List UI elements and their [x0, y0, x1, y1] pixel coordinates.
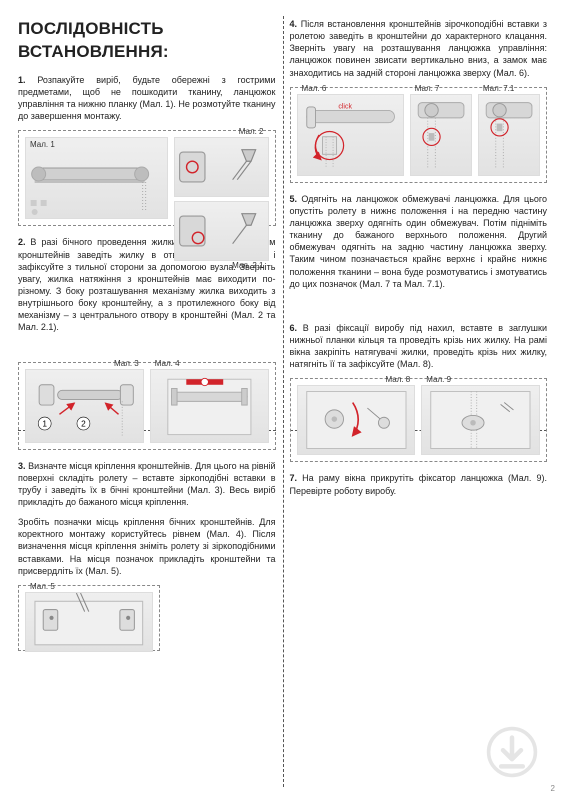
step-5: 5. Одягніть на ланцюжок обмежувачі ланцю… [290, 193, 548, 290]
figure-7-1-label: Мал. 7.1 [483, 84, 514, 95]
figure-2-label: Мал. 2 [239, 127, 264, 138]
step-4-text: Після встановлення кронштейнів зірочкопо… [290, 19, 548, 78]
figure-group-5: Мал. 8 Мал. 9 [290, 378, 548, 462]
vertical-divider [283, 16, 284, 787]
step-3: 3. Визначте місця кріплення кронштейнів.… [18, 460, 276, 509]
click-label: click [338, 103, 352, 110]
page-title: ПОСЛІДОВНІСТЬ ВСТАНОВЛЕННЯ: [18, 18, 276, 64]
figure-4: Мал. 4 [150, 369, 269, 443]
step-3b-text: Зробіть позначки місць кріплення бічних … [18, 517, 276, 576]
step-1-text: Розпакуйте виріб, будьте обережні з гост… [18, 75, 276, 121]
step-7-text: На раму вікна прикрутіть фіксатор ланцюж… [290, 473, 548, 495]
figure-8: Мал. 8 [297, 385, 416, 455]
figure-2: Мал. 2 [174, 137, 268, 197]
svg-text:1: 1 [42, 418, 47, 428]
step-6-text: В разі фіксації виробу під нахил, вставт… [290, 323, 548, 369]
figure-group-4: Мал. 6 click Мал. 7 [290, 87, 548, 183]
figure-5-label: Мал. 5 [30, 582, 55, 593]
figure-2-1: Мал. 2.1 [174, 201, 268, 261]
figure-5: Мал. 5 [25, 592, 153, 652]
step-4: 4. Після встановлення кронштейнів зірочк… [290, 18, 548, 79]
figure-8-label: Мал. 8 [385, 375, 410, 386]
figure-1: Мал. 1 [25, 137, 168, 219]
figure-7: Мал. 7 [410, 94, 472, 176]
step-6: 6. В разі фіксації виробу під нахил, вст… [290, 322, 548, 371]
svg-text:2: 2 [81, 418, 86, 428]
step-3a-text: Визначте місця кріплення кронштейнів. Дл… [18, 461, 276, 507]
figure-3-label: Мал. 3 [114, 359, 139, 370]
figure-group-3: Мал. 5 [18, 585, 160, 651]
left-column: ПОСЛІДОВНІСТЬ ВСТАНОВЛЕННЯ: 1. Розпакуйт… [18, 18, 276, 791]
figure-2-1-label: Мал. 2.1 [232, 261, 263, 272]
step-1: 1. Розпакуйте виріб, будьте обережні з г… [18, 74, 276, 123]
figure-1-label: Мал. 1 [30, 140, 55, 151]
step-5-text: Одягніть на ланцюжок обмежувачі ланцюжка… [290, 194, 548, 289]
figure-group-1: Мал. 1 Мал. 2 [18, 130, 276, 226]
figure-6: Мал. 6 click [297, 94, 404, 176]
step-3-cont: Зробіть позначки місць кріплення бічних … [18, 516, 276, 577]
figure-4-label: Мал. 4 [155, 359, 180, 370]
page-number: 2 [551, 784, 555, 795]
figure-9-label: Мал. 9 [426, 375, 451, 386]
watermark-icon [485, 725, 539, 779]
figure-7-label: Мал. 7 [415, 84, 440, 95]
figure-group-2: Мал. 3 1 2 Мал. 4 [18, 362, 276, 450]
figure-7-1: Мал. 7.1 [478, 94, 540, 176]
figure-6-label: Мал. 6 [302, 84, 327, 95]
figure-3: Мал. 3 1 2 [25, 369, 144, 443]
right-column: 4. Після встановлення кронштейнів зірочк… [290, 18, 548, 791]
figure-9: Мал. 9 [421, 385, 540, 455]
step-7: 7. На раму вікна прикрутіть фіксатор лан… [290, 472, 548, 496]
